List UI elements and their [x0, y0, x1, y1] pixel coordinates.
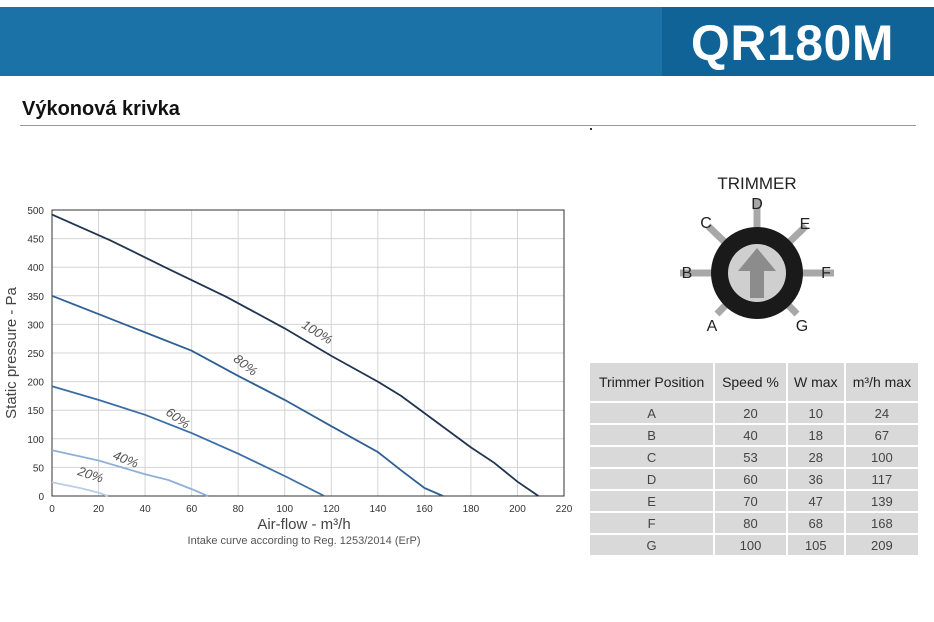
y-tick-label: 500 [27, 206, 44, 217]
cell-flow: 67 [845, 425, 918, 445]
trimmer-spec-table: Trimmer Position Speed % W max m³/h max … [588, 361, 920, 557]
trimmer-dial: TRIMMER D C E B F A G [680, 174, 834, 335]
col-header-speed: Speed % [715, 363, 786, 401]
y-tick-label: 450 [27, 235, 44, 246]
cell-flow: 117 [845, 469, 918, 489]
table-row: F 80 68 168 [590, 513, 918, 533]
cell-wmax: 28 [787, 447, 844, 467]
product-title: QR180M [690, 15, 894, 71]
cell-position: C [590, 447, 714, 467]
cell-flow: 24 [845, 403, 918, 423]
x-tick-label: 160 [416, 504, 433, 515]
cell-position: A [590, 403, 714, 423]
section-title: Výkonová krivka [22, 98, 180, 120]
x-tick-label: 200 [509, 504, 526, 515]
trimmer-label-c: C [700, 215, 712, 232]
y-tick-label: 0 [38, 492, 44, 503]
cell-speed: 80 [715, 513, 786, 533]
plot-frame [51, 209, 565, 497]
col-header-flow: m³/h max [845, 363, 918, 401]
cell-flow: 139 [845, 491, 918, 511]
table-row: G 100 105 209 [590, 535, 918, 555]
y-tick-label: 50 [33, 463, 45, 474]
x-axis-label: Air-flow - m³/h [257, 516, 350, 533]
table-row: D 60 36 117 [590, 469, 918, 489]
x-tick-label: 140 [369, 504, 386, 515]
section-divider [20, 125, 916, 126]
y-tick-label: 300 [27, 320, 44, 331]
x-tick-label: 180 [463, 504, 480, 515]
cell-speed: 100 [715, 535, 786, 555]
x-tick-label: 20 [93, 504, 105, 515]
performance-chart: 0 20 40 60 80 100 120 140 160 180 200 220 0 50 100 150 2… [3, 206, 573, 547]
trimmer-label-a: A [707, 318, 718, 335]
y-tick-label: 150 [27, 406, 44, 417]
col-header-position: Trimmer Position [590, 363, 714, 401]
trimmer-label-f: F [821, 265, 831, 282]
table-header-row: Trimmer Position Speed % W max m³/h max [590, 363, 918, 401]
trimmer-label-b: B [682, 265, 693, 282]
y-tick-label: 250 [27, 349, 44, 360]
cell-position: D [590, 469, 714, 489]
y-axis-label: Static pressure - Pa [3, 286, 20, 418]
x-tick-label: 220 [556, 504, 573, 515]
arrow-up-icon [738, 248, 776, 298]
y-tick-label: 100 [27, 435, 44, 446]
series-line-60 [51, 385, 325, 497]
series-line-80 [51, 294, 444, 497]
cell-wmax: 10 [787, 403, 844, 423]
cell-wmax: 47 [787, 491, 844, 511]
cell-speed: 60 [715, 469, 786, 489]
series-label: 100% [299, 317, 335, 347]
x-tick-label: 80 [233, 504, 245, 515]
cell-speed: 70 [715, 491, 786, 511]
cell-speed: 53 [715, 447, 786, 467]
cell-position: G [590, 535, 714, 555]
table-row: B 40 18 67 [590, 425, 918, 445]
x-tick-label: 40 [140, 504, 152, 515]
table-row: A 20 10 24 [590, 403, 918, 423]
table-row: C 53 28 100 [590, 447, 918, 467]
trimmer-label-e: E [800, 216, 811, 233]
y-tick-label: 200 [27, 378, 44, 389]
cell-wmax: 105 [787, 535, 844, 555]
series-label: 20% [75, 463, 105, 486]
header-banner: QR180M [0, 7, 934, 76]
x-tick-label: 120 [323, 504, 340, 515]
series-line-40 [51, 449, 209, 497]
table-body: A 20 10 24 B 40 18 67 C 53 28 100 D 60 36 117 E 70 47 139 F 8… [590, 403, 918, 555]
cell-wmax: 36 [787, 469, 844, 489]
series-line-20 [51, 481, 109, 497]
cell-flow: 168 [845, 513, 918, 533]
cell-position: F [590, 513, 714, 533]
cell-position: B [590, 425, 714, 445]
table-row: E 70 47 139 [590, 491, 918, 511]
cell-wmax: 68 [787, 513, 844, 533]
cell-flow: 100 [845, 447, 918, 467]
cell-speed: 20 [715, 403, 786, 423]
col-header-wmax: W max [787, 363, 844, 401]
cell-position: E [590, 491, 714, 511]
trimmer-title: TRIMMER [717, 174, 796, 193]
y-tick-label: 400 [27, 263, 44, 274]
trimmer-label-g: G [796, 318, 808, 335]
chart-note: Intake curve according to Reg. 1253/2014… [188, 535, 421, 547]
y-tick-label: 350 [27, 292, 44, 303]
series-line-100 [51, 213, 539, 497]
stray-dot [590, 128, 592, 130]
x-tick-label: 60 [186, 504, 198, 515]
cell-speed: 40 [715, 425, 786, 445]
cell-flow: 209 [845, 535, 918, 555]
title-box [662, 7, 934, 76]
cell-wmax: 18 [787, 425, 844, 445]
x-tick-label: 100 [276, 504, 293, 515]
trimmer-label-d: D [751, 196, 763, 213]
x-tick-label: 0 [49, 504, 55, 515]
